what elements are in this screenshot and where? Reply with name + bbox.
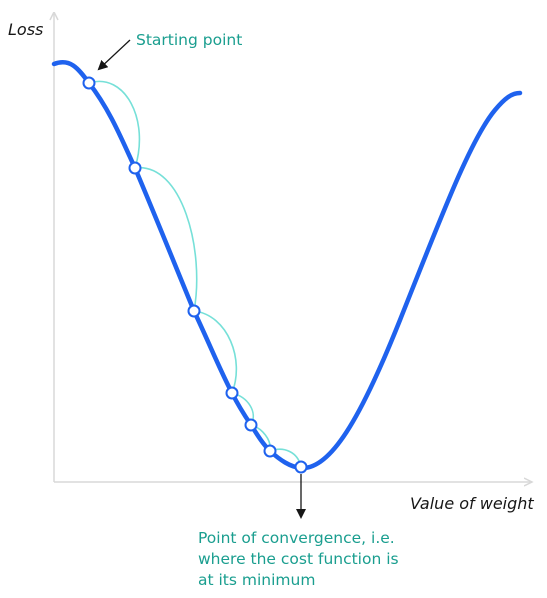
step-point bbox=[189, 306, 200, 317]
step-point-start bbox=[84, 78, 95, 89]
step-point bbox=[246, 420, 257, 431]
step-point-convergence bbox=[296, 462, 307, 473]
convergence-label: Point of convergence, i.e. where the cos… bbox=[198, 528, 399, 591]
convergence-label-line: at its minimum bbox=[198, 570, 399, 591]
x-axis-label: Value of weight bbox=[410, 494, 534, 513]
convergence-label-line: where the cost function is bbox=[198, 549, 399, 570]
step-point bbox=[265, 446, 276, 457]
start-arrow bbox=[99, 40, 130, 69]
starting-point-label: Starting point bbox=[136, 30, 242, 51]
loss-curve bbox=[54, 62, 520, 468]
step-points bbox=[84, 78, 307, 473]
y-axis-label: Loss bbox=[8, 20, 43, 39]
step-point bbox=[130, 163, 141, 174]
convergence-label-line: Point of convergence, i.e. bbox=[198, 528, 399, 549]
step-point bbox=[227, 388, 238, 399]
